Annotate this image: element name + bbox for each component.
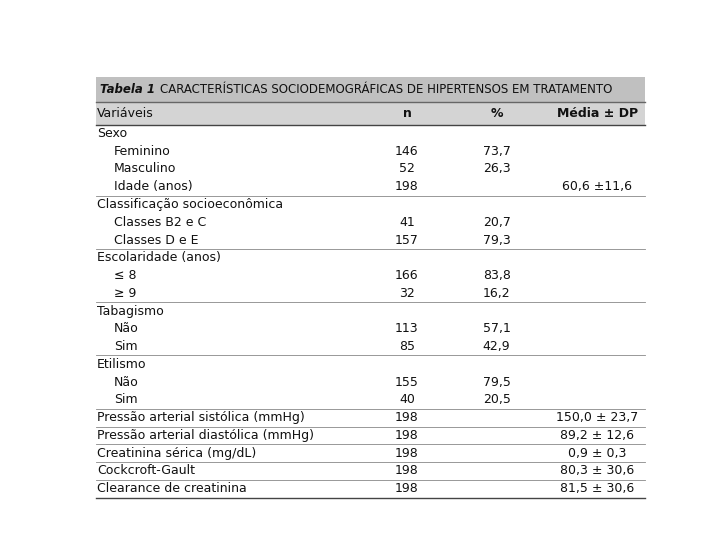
Text: 85: 85 — [399, 340, 415, 353]
Text: 80,3 ± 30,6: 80,3 ± 30,6 — [560, 464, 635, 478]
Text: 83,8: 83,8 — [483, 269, 510, 282]
Text: 57,1: 57,1 — [483, 322, 510, 335]
Text: Masculino: Masculino — [114, 162, 176, 176]
Text: ≤ 8: ≤ 8 — [114, 269, 137, 282]
Text: Classes D e E: Classes D e E — [114, 234, 198, 246]
Text: 42,9: 42,9 — [483, 340, 510, 353]
Text: Não: Não — [114, 322, 139, 335]
Text: Classificação socioeconômica: Classificação socioeconômica — [97, 198, 283, 211]
Text: 0,9 ± 0,3: 0,9 ± 0,3 — [568, 446, 627, 460]
Bar — [96, 102, 645, 125]
Text: ≥ 9: ≥ 9 — [114, 287, 136, 300]
Text: 198: 198 — [395, 446, 419, 460]
Text: 32: 32 — [399, 287, 415, 300]
Text: Sim: Sim — [114, 394, 137, 406]
Text: 73,7: 73,7 — [483, 145, 510, 158]
Text: 81,5 ± 30,6: 81,5 ± 30,6 — [560, 482, 635, 495]
Text: 41: 41 — [399, 216, 415, 229]
Text: 166: 166 — [395, 269, 419, 282]
Text: Pressão arterial diastólica (mmHg): Pressão arterial diastólica (mmHg) — [97, 429, 314, 442]
Text: 150,0 ± 23,7: 150,0 ± 23,7 — [556, 411, 638, 424]
Text: Creatinina sérica (mg/dL): Creatinina sérica (mg/dL) — [97, 446, 257, 460]
Text: 16,2: 16,2 — [483, 287, 510, 300]
Text: 20,5: 20,5 — [483, 394, 510, 406]
Text: Sexo: Sexo — [97, 127, 127, 140]
Text: Feminino: Feminino — [114, 145, 171, 158]
Text: 157: 157 — [395, 234, 419, 246]
Text: Etilismo: Etilismo — [97, 358, 147, 371]
Text: 198: 198 — [395, 429, 419, 442]
Text: 198: 198 — [395, 464, 419, 478]
Text: 146: 146 — [395, 145, 419, 158]
Text: Pressão arterial sistólica (mmHg): Pressão arterial sistólica (mmHg) — [97, 411, 305, 424]
Bar — [96, 77, 645, 102]
Text: 26,3: 26,3 — [483, 162, 510, 176]
Text: 52: 52 — [399, 162, 415, 176]
Text: 20,7: 20,7 — [483, 216, 510, 229]
Text: Classes B2 e C: Classes B2 e C — [114, 216, 206, 229]
Text: Tabagismo: Tabagismo — [97, 305, 164, 317]
Text: CARACTERÍSTICAS SOCIODEMOGRÁFICAS DE HIPERTENSOS EM TRATAMENTO: CARACTERÍSTICAS SOCIODEMOGRÁFICAS DE HIP… — [161, 83, 613, 96]
Text: Sim: Sim — [114, 340, 137, 353]
Text: 198: 198 — [395, 482, 419, 495]
Text: 40: 40 — [399, 394, 415, 406]
Text: Variáveis: Variáveis — [97, 107, 154, 120]
Text: 89,2 ± 12,6: 89,2 ± 12,6 — [560, 429, 635, 442]
Text: Clearance de creatinina: Clearance de creatinina — [97, 482, 247, 495]
Text: Não: Não — [114, 376, 139, 389]
Text: 155: 155 — [395, 376, 419, 389]
Text: %: % — [490, 107, 503, 120]
Text: Tabela 1: Tabela 1 — [100, 83, 155, 96]
Text: Escolaridade (anos): Escolaridade (anos) — [97, 251, 221, 264]
Text: 60,6 ±11,6: 60,6 ±11,6 — [562, 180, 633, 193]
Text: 113: 113 — [395, 322, 419, 335]
Text: n: n — [403, 107, 411, 120]
Text: Cockcroft-Gault: Cockcroft-Gault — [97, 464, 195, 478]
Text: 198: 198 — [395, 180, 419, 193]
Text: Média ± DP: Média ± DP — [557, 107, 638, 120]
Text: 198: 198 — [395, 411, 419, 424]
Text: 79,3: 79,3 — [483, 234, 510, 246]
Text: 79,5: 79,5 — [483, 376, 510, 389]
Text: Idade (anos): Idade (anos) — [114, 180, 192, 193]
